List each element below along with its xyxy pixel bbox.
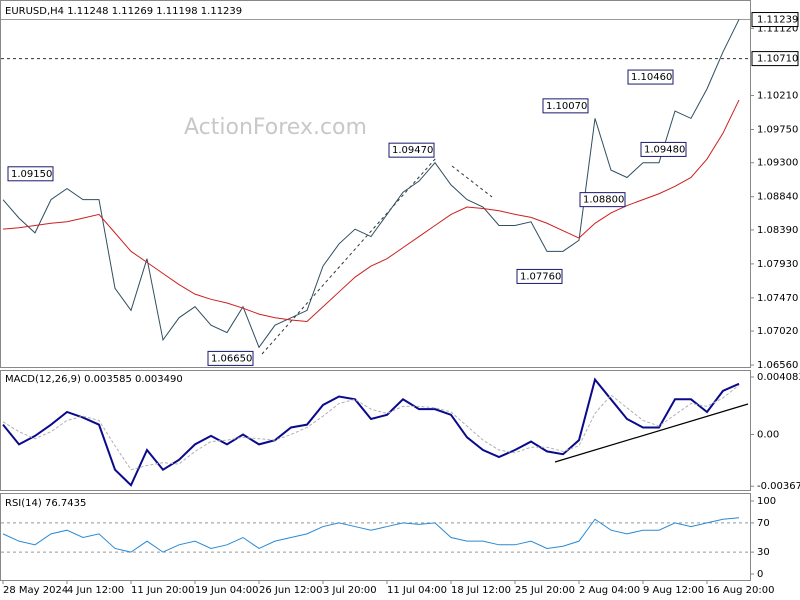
x-tick-label: 11 Jun 20:00 <box>131 585 195 596</box>
y-tick-label: 1.07470 <box>757 293 798 304</box>
series-line <box>2 99 740 322</box>
price-title: EURUSD,H4 1.11248 1.11269 1.11198 1.1123… <box>5 6 242 17</box>
x-tick-label: 2 Aug 04:00 <box>579 585 640 596</box>
annotation-box <box>640 141 687 157</box>
annotation-box <box>207 350 254 366</box>
annotation-label: 1.08800 <box>583 195 624 206</box>
annotation-box <box>627 69 674 85</box>
annotation-label: 1.09480 <box>644 144 685 155</box>
series-line <box>2 517 740 553</box>
y-tick-label: 1.10210 <box>757 91 798 102</box>
x-tick-label: 25 Jul 20:00 <box>515 585 575 596</box>
annotation-label: 1.09470 <box>392 145 433 156</box>
price-panel <box>0 0 751 368</box>
y-tick-label: 0 <box>757 569 763 580</box>
y-tick-label: 1.07020 <box>757 326 798 337</box>
y-tick-label: 1.09750 <box>757 124 798 135</box>
y-tick-label: 1.09300 <box>757 158 798 169</box>
annotation-box <box>7 166 54 182</box>
price-label-box <box>751 51 799 67</box>
y-tick-label: 0.004083 <box>757 372 800 383</box>
y-tick-label: 30 <box>757 547 770 558</box>
x-tick-label: 19 Jun 04:00 <box>195 585 259 596</box>
macd-panel <box>0 370 751 491</box>
annotation-label: 1.07760 <box>520 271 561 282</box>
x-tick-label: 26 Jun 12:00 <box>259 585 323 596</box>
annotation-label: 1.09150 <box>11 169 52 180</box>
price-label: 1.10710 <box>757 54 798 65</box>
y-tick-label: 1.06560 <box>757 360 798 371</box>
series-line <box>2 384 740 471</box>
trend-line <box>451 165 493 198</box>
x-tick-label: 4 Jun 12:00 <box>67 585 124 596</box>
annotation-box <box>516 268 563 284</box>
y-tick-label: 1.08390 <box>757 225 798 236</box>
x-tick-label: 3 Jul 20:00 <box>323 585 377 596</box>
y-tick-label: 1.11120 <box>757 23 798 34</box>
annotation-label: 1.10460 <box>631 72 672 83</box>
trend-line <box>261 157 437 355</box>
annotation-box <box>388 142 435 158</box>
price-label-box <box>751 12 799 28</box>
annotation-label: 1.10070 <box>546 101 587 112</box>
annotation-box <box>579 192 626 208</box>
x-tick-label: 18 Jul 12:00 <box>451 585 511 596</box>
macd-title: MACD(12,26,9) 0.003585 0.003490 <box>5 374 183 385</box>
y-tick-label: 1.08840 <box>757 192 798 203</box>
annotation-label: 1.06650 <box>211 353 252 364</box>
price-label: 1.11239 <box>757 15 798 26</box>
y-tick-label: -0.003672 <box>757 481 800 492</box>
series-line <box>2 19 740 349</box>
x-tick-label: 11 Jul 04:00 <box>387 585 447 596</box>
series-line <box>2 377 740 487</box>
rsi-title: RSI(14) 76.7435 <box>5 498 86 509</box>
x-tick-label: 16 Aug 20:00 <box>707 585 774 596</box>
x-tick-label: 9 Aug 12:00 <box>643 585 704 596</box>
x-tick-label: 28 May 2024 <box>3 585 68 596</box>
y-tick-label: 70 <box>757 518 770 529</box>
y-tick-label: 0.00 <box>757 430 779 441</box>
macd-trend-line <box>554 403 749 463</box>
watermark: ActionForex.com <box>184 115 367 140</box>
y-tick-label: 100 <box>757 496 776 507</box>
y-tick-label: 1.07930 <box>757 259 798 270</box>
rsi-panel <box>0 493 751 581</box>
annotation-box <box>542 98 589 114</box>
